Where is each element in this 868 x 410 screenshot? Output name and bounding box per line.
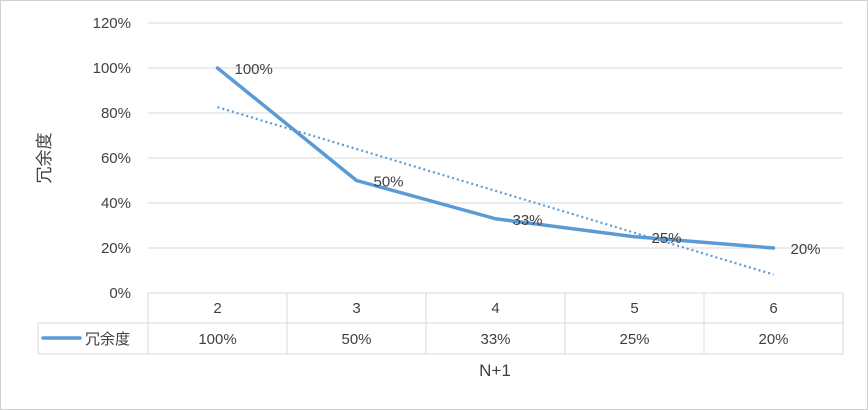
data-point [216, 66, 219, 70]
y-tick-label: 20% [101, 240, 131, 257]
data-point [633, 235, 636, 239]
data-point [494, 217, 497, 221]
table-cell-value: 25% [619, 331, 649, 348]
x-tick-label: 6 [769, 300, 777, 317]
data-point [355, 179, 358, 182]
data-table: 2 3 4 5 6 冗余度 100% 50% 33% 25% 20% [37, 292, 844, 355]
table-cell-value: 50% [341, 331, 371, 348]
x-tick-label: 2 [213, 300, 221, 317]
table-cell-value: 100% [198, 331, 236, 348]
y-axis-title: 冗余度 [35, 133, 54, 184]
data-label: 20% [791, 241, 821, 258]
data-label: 33% [513, 212, 543, 229]
data-point [772, 246, 775, 250]
y-tick-label: 120% [93, 15, 131, 32]
y-tick-label: 60% [101, 150, 131, 167]
data-label: 100% [235, 61, 273, 78]
y-tick-label: 80% [101, 105, 131, 122]
data-labels: 100% 50% 33% 25% 20% [235, 61, 821, 258]
table-cell-value: 33% [480, 331, 510, 348]
y-tick-label: 40% [101, 195, 131, 212]
y-tick-label: 100% [93, 60, 131, 77]
data-label: 50% [374, 174, 404, 191]
table-cell-value: 20% [758, 331, 788, 348]
data-label: 25% [652, 230, 682, 247]
series-line-group [215, 66, 776, 250]
x-tick-label: 4 [491, 300, 499, 317]
x-axis-title: N+1 [479, 361, 511, 380]
y-tick-labels: 0% 20% 40% 60% 80% 100% 120% [93, 15, 131, 302]
x-tick-label: 5 [630, 300, 638, 317]
trendline [217, 106, 774, 276]
legend-series-name: 冗余度 [85, 330, 130, 348]
x-tick-label: 3 [352, 300, 360, 317]
y-tick-label: 0% [109, 285, 131, 302]
trendline-group [217, 106, 774, 276]
